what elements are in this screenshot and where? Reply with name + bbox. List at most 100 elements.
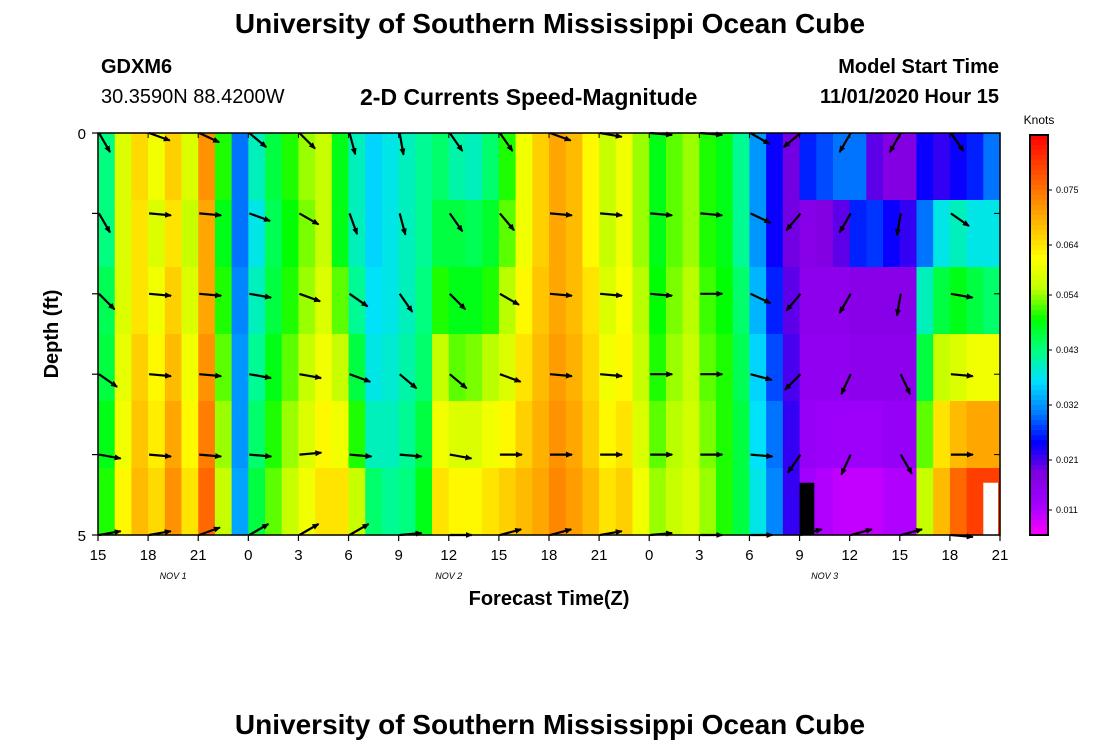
heatmap-cell (298, 334, 316, 402)
model-start-label: Model Start Time (838, 56, 999, 78)
colorbar-segment (1030, 470, 1048, 476)
colorbar-segment (1030, 205, 1048, 211)
heatmap-cell (899, 133, 918, 201)
heatmap-cell (983, 200, 1001, 268)
current-arrow (600, 292, 624, 299)
current-arrow (499, 212, 515, 232)
heatmap-cell (265, 267, 283, 335)
colorbar-segment (1030, 490, 1048, 496)
colorbar-segment (1030, 390, 1048, 396)
heatmap-cell (248, 334, 266, 402)
heatmap-cell (849, 468, 867, 536)
heatmap-cell (682, 468, 700, 536)
missing-data-cell (799, 482, 815, 535)
colorbar-segment (1030, 395, 1048, 401)
current-arrow (800, 527, 823, 537)
colorbar-segment (1030, 405, 1048, 411)
heatmap-cell (615, 401, 634, 469)
heatmap-cell (665, 468, 684, 536)
heatmap-cell (649, 401, 667, 469)
heatmap-cell (749, 200, 767, 268)
current-arrow (398, 132, 406, 156)
current-arrow (398, 373, 418, 390)
heatmap-cell (298, 401, 316, 469)
colorbar-segment (1030, 215, 1048, 221)
colorbar-segment (1030, 150, 1048, 156)
heatmap-cell (381, 133, 400, 201)
heatmap-cell (131, 468, 149, 536)
heatmap-cell (131, 334, 149, 402)
heatmap-cell (766, 133, 784, 201)
heatmap-cell (966, 401, 984, 469)
heatmap-cell (549, 401, 567, 469)
heatmap-cell (933, 401, 951, 469)
current-arrow (749, 212, 772, 224)
heatmap-cell (281, 401, 300, 469)
current-arrow (149, 292, 173, 299)
heatmap-cell (515, 200, 533, 268)
colorbar-segment (1030, 440, 1048, 446)
colorbar-segment (1030, 410, 1048, 416)
colorbar-tick-label: 0.021 (1056, 455, 1079, 465)
current-arrow (198, 526, 221, 537)
heatmap-cell (248, 133, 266, 201)
heatmap-cell (565, 468, 584, 536)
heatmap-cell (966, 133, 984, 201)
heatmap-cell (348, 468, 366, 536)
current-arrow (750, 453, 774, 459)
y-axis-label: Depth (ft) (41, 290, 63, 379)
heatmap-cell (782, 200, 801, 268)
colorbar-segment (1030, 525, 1048, 531)
colorbar-segment (1030, 360, 1048, 366)
heatmap-cell (749, 267, 767, 335)
heatmap-cell (148, 133, 166, 201)
current-arrow (298, 132, 316, 150)
heatmap-cell (816, 468, 834, 536)
station-id: GDXM6 (101, 56, 173, 78)
heatmap-cell (131, 200, 149, 268)
current-arrow (549, 527, 573, 537)
current-arrow (895, 213, 902, 237)
colorbar-segment (1030, 400, 1048, 406)
current-arrow (850, 527, 873, 537)
current-arrow (650, 292, 674, 299)
heatmap-cell (131, 401, 149, 469)
heatmap-cell (615, 133, 634, 201)
heatmap-cell (766, 468, 784, 536)
heatmap-cell (381, 267, 400, 335)
x-tick-label: 9 (795, 547, 803, 564)
heatmap-cell (465, 468, 483, 536)
heatmap-cell (365, 334, 383, 402)
heatmap-cell (699, 401, 717, 469)
heatmap-cell (615, 200, 634, 268)
heatmap-cell (148, 267, 166, 335)
current-arrow (348, 292, 369, 308)
current-arrow (199, 292, 223, 299)
colorbar-segment (1030, 355, 1048, 361)
heatmap-cell (766, 200, 784, 268)
heatmap-cell (331, 133, 350, 201)
current-arrow (838, 132, 852, 153)
current-arrow (249, 453, 273, 459)
colorbar-segment (1030, 170, 1048, 176)
colorbar-segment (1030, 340, 1048, 346)
heatmap-cell (732, 267, 751, 335)
heatmap-cell (649, 334, 667, 402)
current-arrow (248, 212, 271, 222)
heatmap-cell (98, 468, 116, 536)
heatmap-cell (482, 401, 500, 469)
heatmap-cell (515, 267, 533, 335)
colorbar-segment (1030, 250, 1048, 256)
heatmap-cell (849, 133, 867, 201)
heatmap-cell (181, 200, 199, 268)
colorbar-segment (1030, 280, 1048, 286)
current-arrow (650, 211, 674, 218)
heatmap-cell (716, 334, 734, 402)
colorbar-segment (1030, 165, 1048, 171)
heatmap-cell (281, 200, 300, 268)
x-axis-label: Forecast Time(Z) (469, 588, 630, 610)
heatmap-cell (799, 401, 817, 469)
heatmap-cell (432, 133, 450, 201)
heatmap-cell (415, 267, 433, 335)
